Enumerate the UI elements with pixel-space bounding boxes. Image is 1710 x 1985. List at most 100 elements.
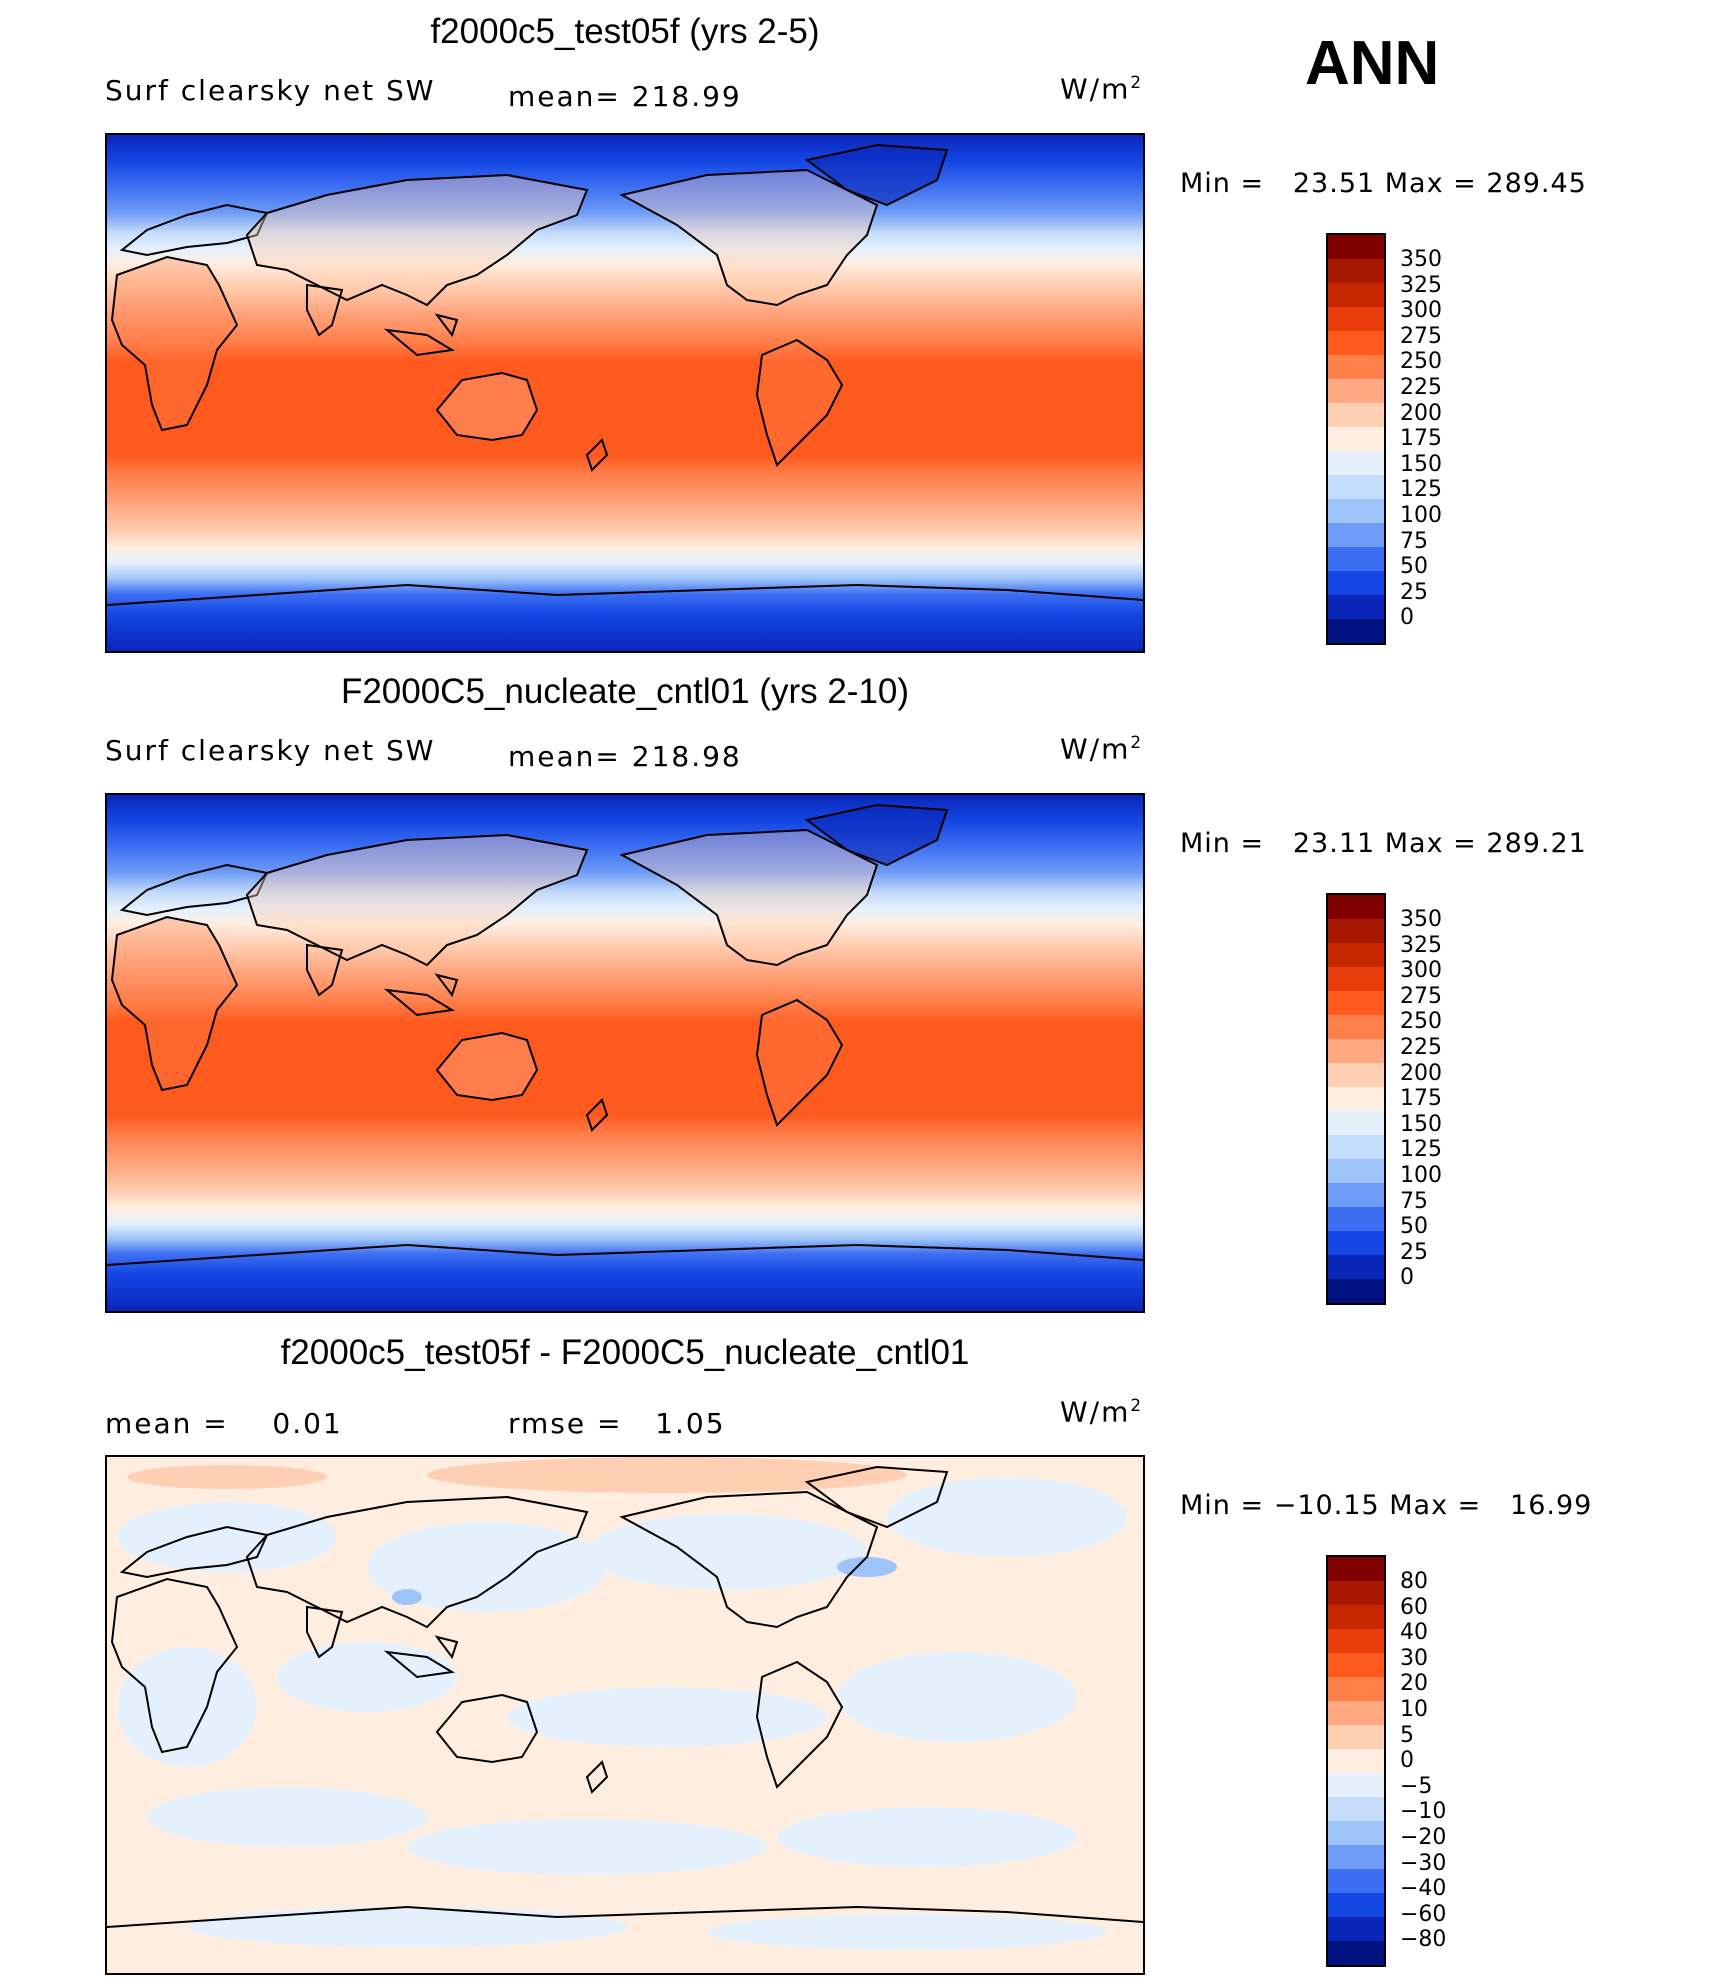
- colorbar-swatch: [1328, 1231, 1384, 1255]
- colorbar-swatch: [1328, 1255, 1384, 1279]
- colorbar-tick-label: 30: [1400, 1645, 1428, 1671]
- colorbar-tick-label: 200: [1400, 400, 1442, 426]
- colorbar-tick-label: 250: [1400, 349, 1442, 375]
- colorbar-tick-label: −60: [1400, 1901, 1447, 1927]
- colorbar-swatch: [1328, 307, 1384, 331]
- colorbar-tick-label: 0: [1400, 605, 1414, 631]
- panel3-map: [105, 1455, 1145, 1975]
- colorbar-swatch: [1328, 1773, 1384, 1797]
- colorbar-swatch: [1328, 1893, 1384, 1917]
- colorbar-tick-label: 275: [1400, 323, 1442, 349]
- colorbar-tick-label: 75: [1400, 528, 1428, 554]
- colorbar-tick-label: 25: [1400, 579, 1428, 605]
- colorbar-tick-label: 325: [1400, 932, 1442, 958]
- colorbar-swatch: [1328, 1557, 1384, 1581]
- colorbar-swatch: [1328, 1111, 1384, 1135]
- colorbar-tick-label: 100: [1400, 1162, 1442, 1188]
- colorbar-swatch: [1328, 523, 1384, 547]
- colorbar-tick-label: 5: [1400, 1722, 1414, 1748]
- panel3-rmse: rmse = 1.05: [508, 1407, 726, 1440]
- colorbar-swatch: [1328, 1605, 1384, 1629]
- colorbar-swatch: [1328, 619, 1384, 643]
- panel3-negative-patches: [117, 1477, 1127, 1950]
- colorbar-tick-label: 75: [1400, 1188, 1428, 1214]
- panel3-minmax: Min = −10.15 Max = 16.99: [1180, 1490, 1593, 1521]
- panel3-coastlines: [107, 1465, 1143, 1928]
- colorbar-swatch: [1328, 1941, 1384, 1965]
- colorbar-swatch: [1328, 991, 1384, 1015]
- colorbar-swatch: [1328, 355, 1384, 379]
- panel3-colorbar: [1326, 1555, 1386, 1967]
- colorbar-tick-label: 60: [1400, 1594, 1428, 1620]
- colorbar-swatch: [1328, 1159, 1384, 1183]
- panel2-mean: mean= 218.98: [508, 740, 742, 773]
- colorbar-swatch: [1328, 595, 1384, 619]
- colorbar-tick-label: 50: [1400, 1214, 1428, 1240]
- panel1-title: f2000c5_test05f (yrs 2-5): [430, 12, 820, 51]
- colorbar-tick-label: 10: [1400, 1696, 1428, 1722]
- panel1-minmax: Min = 23.51 Max = 289.45: [1180, 168, 1587, 199]
- colorbar-tick-label: 350: [1400, 247, 1442, 272]
- colorbar-swatch: [1328, 331, 1384, 355]
- colorbar-swatch: [1328, 1183, 1384, 1207]
- panel2-variable: Surf clearsky net SW: [105, 734, 436, 767]
- colorbar-tick-label: 125: [1400, 477, 1442, 503]
- season-label: ANN: [1305, 29, 1440, 98]
- panel1-colorbar-ticks: 350 325 300 275 250 225 200 175 150 125 100 75 50 25 0: [1400, 247, 1442, 631]
- panel1-variable: Surf clearsky net SW: [105, 74, 436, 107]
- colorbar-tick-label: 125: [1400, 1137, 1442, 1163]
- colorbar-swatch: [1328, 1087, 1384, 1111]
- colorbar-swatch: [1328, 1797, 1384, 1821]
- colorbar-swatch: [1328, 379, 1384, 403]
- colorbar-swatch: [1328, 1725, 1384, 1749]
- panel1-map: [105, 133, 1145, 653]
- colorbar-tick-label: 275: [1400, 983, 1442, 1009]
- colorbar-swatch: [1328, 967, 1384, 991]
- colorbar-tick-label: 80: [1400, 1569, 1428, 1594]
- panel3-units: W/m2: [1060, 1395, 1144, 1429]
- colorbar-swatch: [1328, 895, 1384, 919]
- colorbar-swatch: [1328, 235, 1384, 259]
- colorbar-tick-label: 0: [1400, 1748, 1414, 1774]
- colorbar-swatch: [1328, 1701, 1384, 1725]
- colorbar-swatch: [1328, 1135, 1384, 1159]
- colorbar-swatch: [1328, 1869, 1384, 1893]
- colorbar-tick-label: 175: [1400, 426, 1442, 452]
- panel3-map-svg: [107, 1457, 1143, 1973]
- panel3-positive-patches: [127, 1457, 907, 1493]
- colorbar-tick-label: 175: [1400, 1086, 1442, 1112]
- colorbar-swatch: [1328, 1629, 1384, 1653]
- colorbar-swatch: [1328, 1845, 1384, 1869]
- colorbar-tick-label: 100: [1400, 502, 1442, 528]
- colorbar-swatch: [1328, 1279, 1384, 1303]
- colorbar-tick-label: 50: [1400, 554, 1428, 580]
- panel1-units: W/m2: [1060, 72, 1144, 106]
- colorbar-swatch: [1328, 451, 1384, 475]
- colorbar-swatch: [1328, 499, 1384, 523]
- colorbar-swatch: [1328, 403, 1384, 427]
- colorbar-tick-label: 225: [1400, 1034, 1442, 1060]
- colorbar-tick-label: 325: [1400, 272, 1442, 298]
- panel2-title: F2000C5_nucleate_cntl01 (yrs 2-10): [340, 672, 910, 711]
- colorbar-swatch: [1328, 919, 1384, 943]
- colorbar-tick-label: −10: [1400, 1799, 1447, 1825]
- colorbar-tick-label: −30: [1400, 1850, 1447, 1876]
- panel1-map-svg: [107, 135, 1143, 651]
- colorbar-tick-label: −40: [1400, 1876, 1447, 1902]
- colorbar-swatch: [1328, 943, 1384, 967]
- colorbar-swatch: [1328, 1581, 1384, 1605]
- colorbar-swatch: [1328, 1653, 1384, 1677]
- panel1-mean: mean= 218.99: [508, 80, 742, 113]
- colorbar-swatch: [1328, 1677, 1384, 1701]
- colorbar-swatch: [1328, 259, 1384, 283]
- colorbar-tick-label: 250: [1400, 1009, 1442, 1035]
- colorbar-tick-label: 350: [1400, 907, 1442, 932]
- colorbar-swatch: [1328, 1821, 1384, 1845]
- colorbar-swatch: [1328, 1749, 1384, 1773]
- colorbar-swatch: [1328, 1039, 1384, 1063]
- colorbar-swatch: [1328, 1063, 1384, 1087]
- colorbar-tick-label: 150: [1400, 1111, 1442, 1137]
- colorbar-tick-label: 150: [1400, 451, 1442, 477]
- panel3-colorbar-ticks: 80 60 40 30 20 10 5 0 −5 −10 −20 −30 −40 −60 −80: [1400, 1569, 1446, 1953]
- colorbar-swatch: [1328, 1917, 1384, 1941]
